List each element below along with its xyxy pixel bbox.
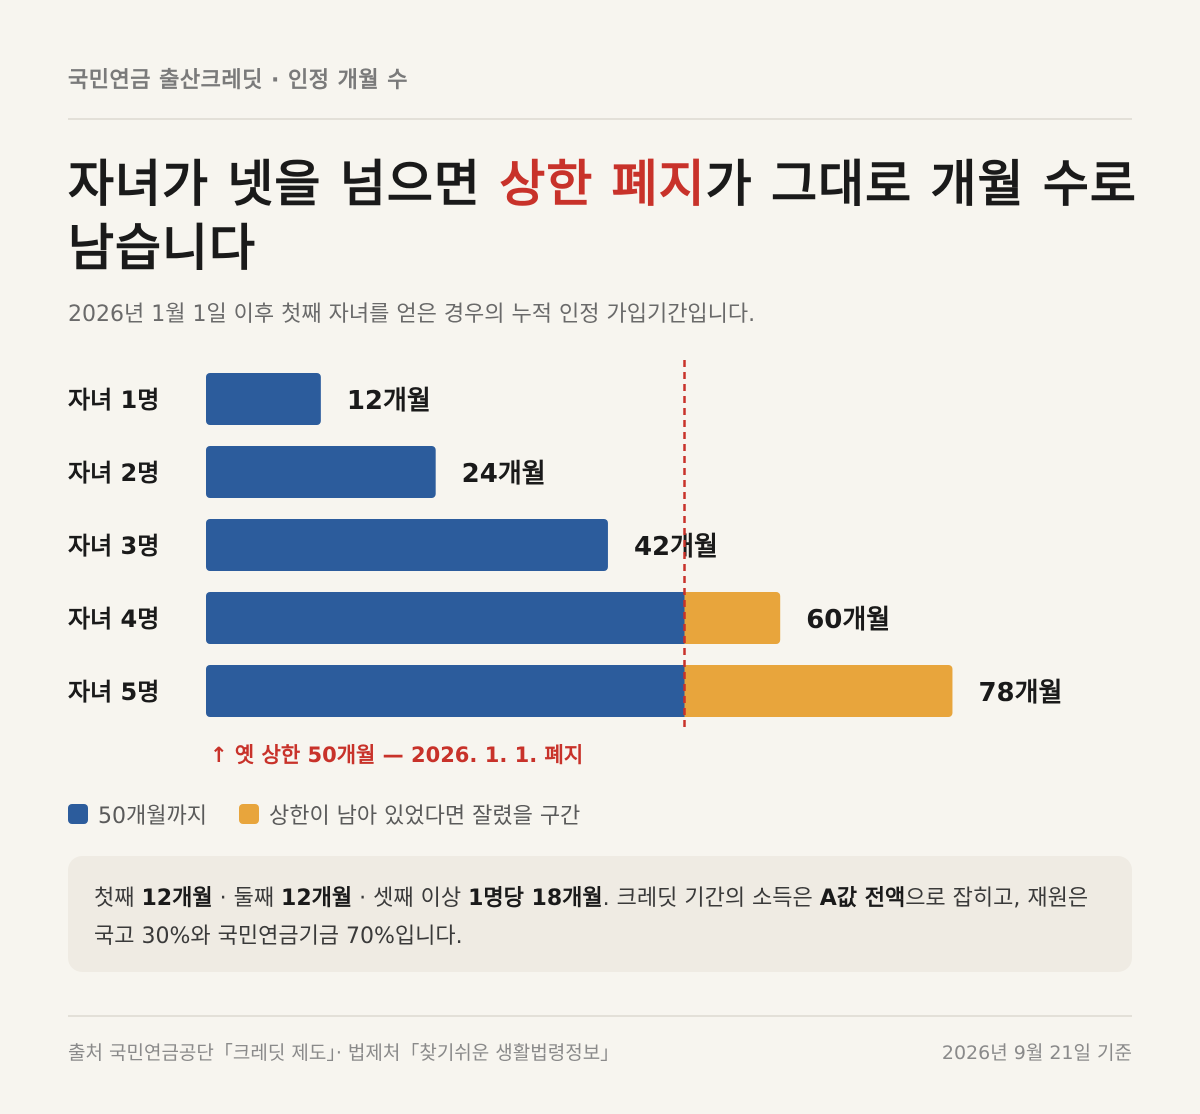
top-divider <box>68 118 1132 120</box>
legend-swatch-orange <box>238 804 259 824</box>
value-label: 60개월 <box>806 605 890 635</box>
category-label: 자녀 2명 <box>68 459 159 487</box>
headline-highlight: 상한 폐지 <box>499 155 706 213</box>
bar-segment-capped <box>206 373 321 425</box>
kicker: 국민연금 출산크레딧 · 인정 개월 수 <box>68 68 409 93</box>
legend-label-excess: 상한이 남아 있었다면 잘렸을 구간 <box>268 804 581 829</box>
footer-source: 출처 국민연금공단「크레딧 제도」· 법제처「찾기쉬운 생활법령정보」 <box>68 1042 620 1064</box>
footer: 출처 국민연금공단「크레딧 제도」· 법제처「찾기쉬운 생활법령정보」 2026… <box>68 1038 1132 1065</box>
legend-item-excess: 상한이 남아 있었다면 잘렸을 구간 <box>238 798 581 830</box>
note-box: 첫째 12개월 · 둘째 12개월 · 셋째 이상 1명당 18개월. 크레딧 … <box>68 856 1132 972</box>
legend: 50개월까지 상한이 남아 있었다면 잘렸을 구간 <box>68 798 580 830</box>
category-label: 자녀 1명 <box>68 386 159 414</box>
value-label: 42개월 <box>634 532 718 562</box>
category-label: 자녀 4명 <box>68 605 159 633</box>
legend-swatch-blue <box>68 804 88 824</box>
category-label: 자녀 5명 <box>68 678 159 706</box>
note-bold: 12개월 <box>281 886 353 911</box>
note-text: 첫째 <box>94 886 142 911</box>
bar-segment-joint <box>680 665 685 717</box>
headline: 자녀가 넷을 넘으면 상한 폐지가 그대로 개월 수로 남습니다 <box>68 152 1148 280</box>
note-text: · 둘째 <box>212 886 282 911</box>
category-label: 자녀 3명 <box>68 532 159 560</box>
value-label: 12개월 <box>347 386 431 416</box>
note-text: . 크레딧 기간의 소득은 <box>602 886 820 911</box>
note-bold: A값 전액 <box>819 886 906 911</box>
bar-segment-capped <box>206 665 685 717</box>
bar-segment-joint <box>680 592 685 644</box>
note-bold: 12개월 <box>141 886 213 911</box>
footer-date: 2026년 9월 21일 기준 <box>941 1042 1132 1064</box>
bar-segment-excess <box>678 592 781 644</box>
headline-part1: 자녀가 넷을 넘으면 <box>68 155 500 213</box>
bar-segment-capped <box>206 592 685 644</box>
note-text: 으로 잡히고, 재원은 국고 30%와 국민연금기금 70%입니다. <box>94 886 1089 949</box>
legend-item-capped: 50개월까지 <box>68 798 207 830</box>
note-bold: 1명당 18개월 <box>468 886 603 911</box>
subtitle: 2026년 1월 1일 이후 첫째 자녀를 얻은 경우의 누적 인정 가입기간입… <box>68 302 756 327</box>
headline-part2: 가 그대로 개월 수로 남습니다 <box>68 155 1137 277</box>
legend-label-capped: 50개월까지 <box>98 804 207 829</box>
bottom-divider <box>68 1015 1132 1017</box>
bar-segment-capped <box>206 519 608 571</box>
value-label: 78개월 <box>978 678 1062 708</box>
bar-segment-capped <box>206 446 436 498</box>
cap-annotation: ↑ 옛 상한 50개월 — 2026. 1. 1. 폐지 <box>210 743 583 767</box>
value-label: 24개월 <box>462 459 546 489</box>
bar-segment-excess <box>678 665 953 717</box>
note-text: · 셋째 이상 <box>352 886 469 911</box>
